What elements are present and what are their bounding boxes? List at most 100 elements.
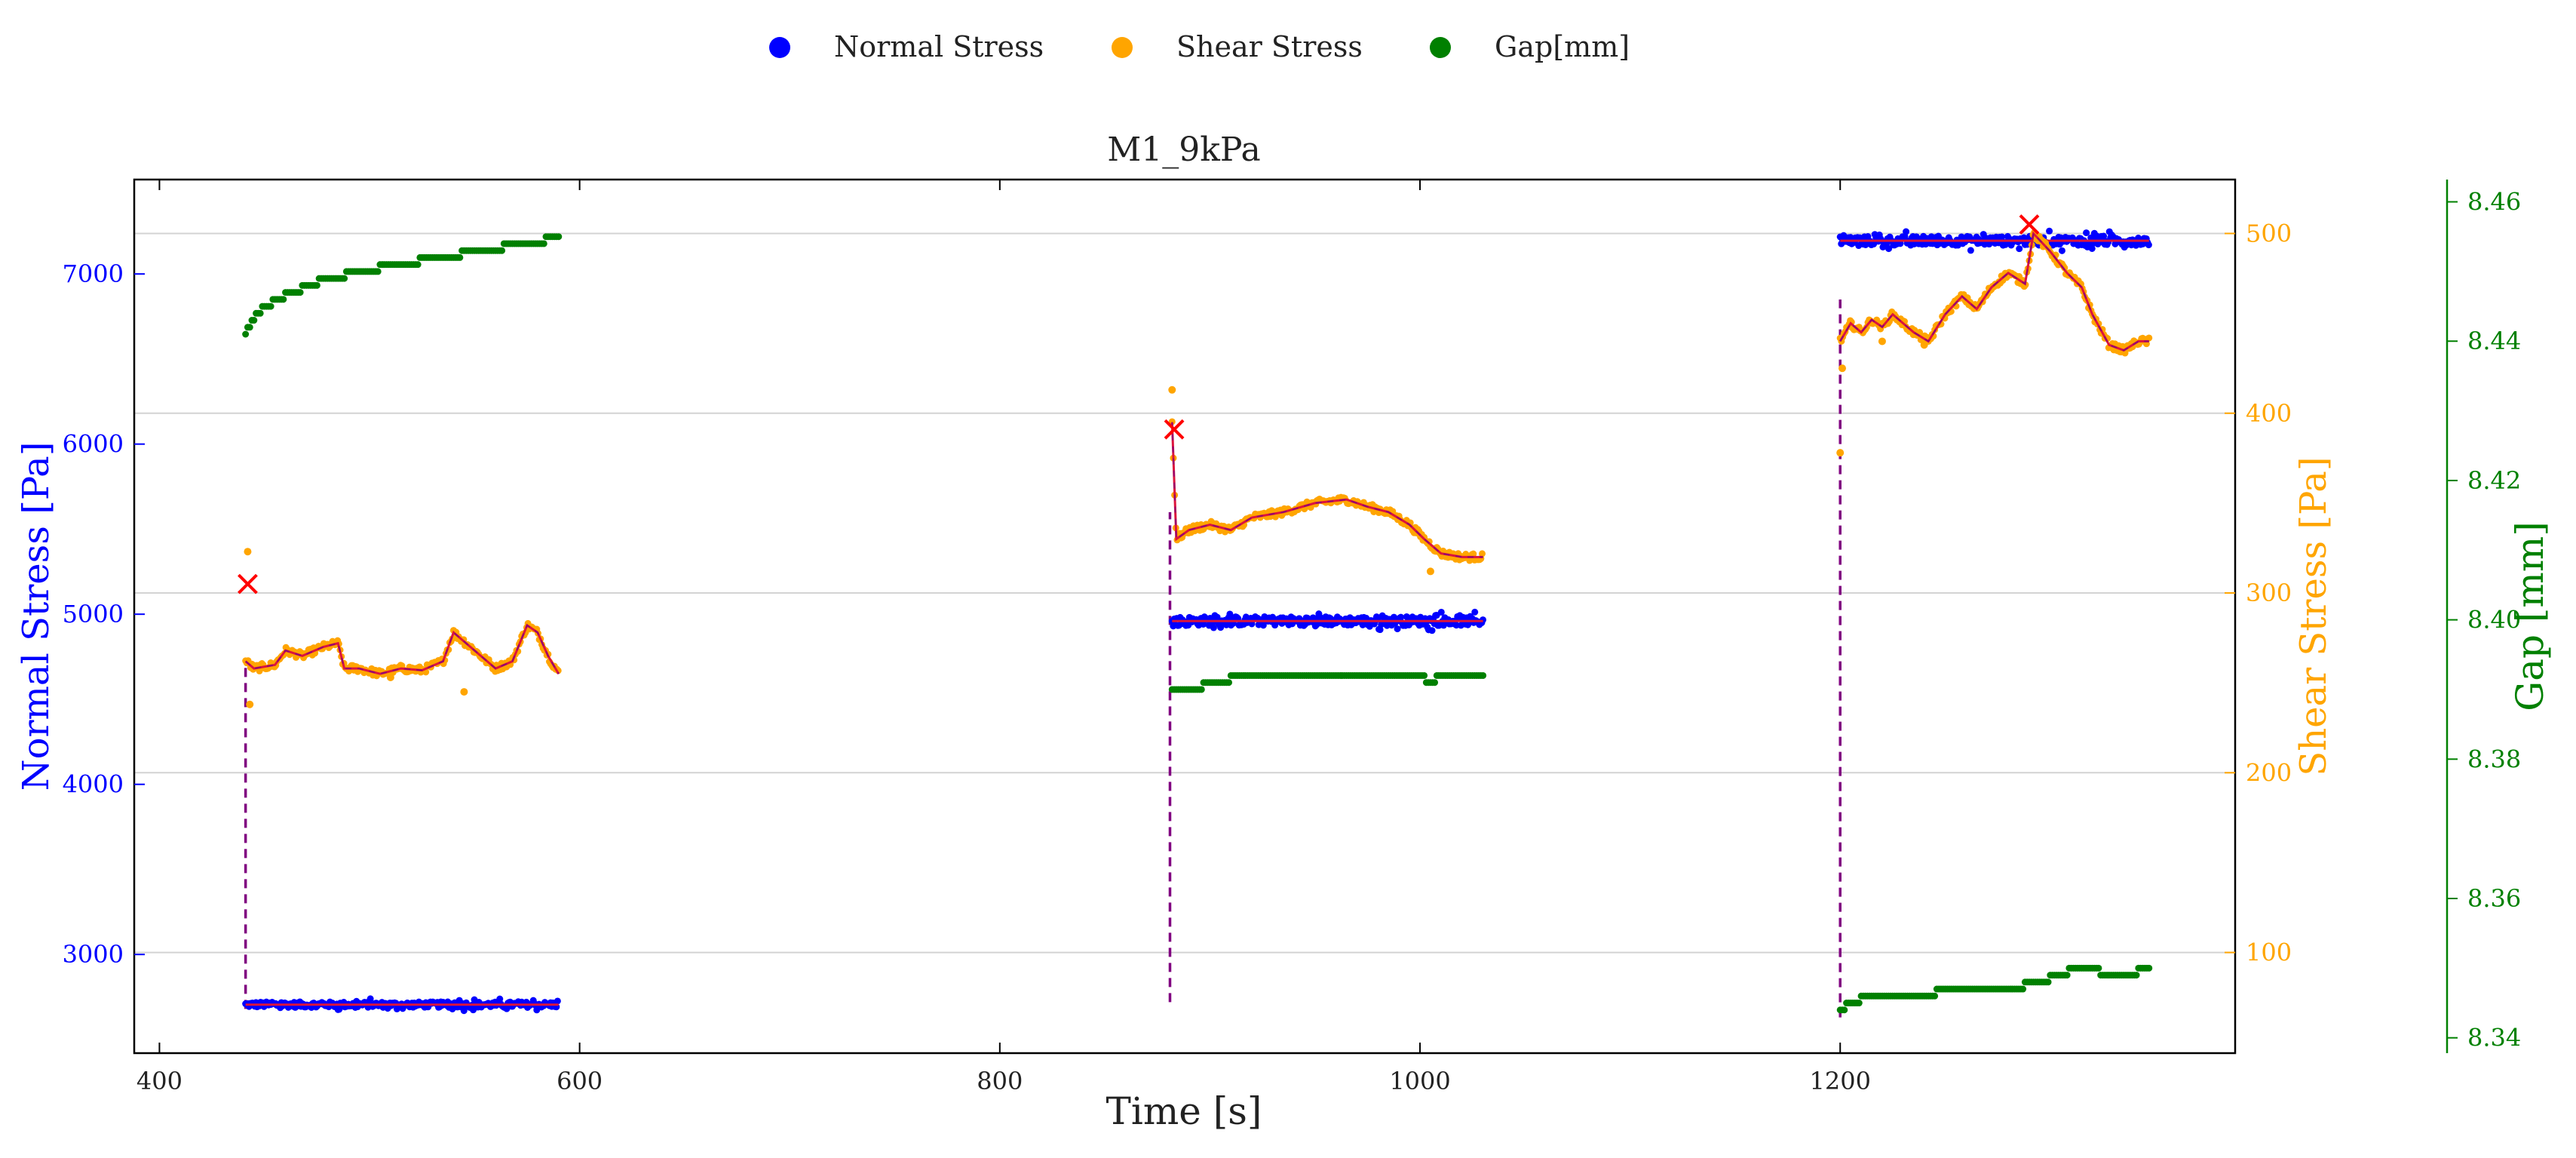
x-tick-label: 800 — [977, 1067, 1023, 1095]
legend-label-shear-stress: Shear Stress — [1176, 30, 1363, 63]
gap-point — [313, 281, 320, 289]
gap-point — [414, 261, 422, 269]
shear-stress-outlier — [1426, 567, 1434, 576]
gap-point — [1841, 1006, 1848, 1014]
gap-point — [256, 309, 264, 317]
normal-stress-point — [496, 995, 504, 1003]
normal-stress-point — [366, 995, 374, 1003]
gap-point — [2019, 985, 2027, 993]
y2-tick-label: 500 — [2246, 219, 2292, 247]
gap-tick-label: 8.36 — [2467, 884, 2521, 913]
y-tick-label: 7000 — [63, 260, 124, 288]
gap-point — [456, 253, 464, 261]
gap-point — [1431, 679, 1439, 687]
series-layer — [238, 214, 2153, 1018]
gap-point — [250, 317, 258, 324]
normal-stress-point — [1210, 624, 1217, 631]
gap-point — [242, 330, 250, 338]
gap-point — [1198, 686, 1205, 693]
shear-stress-outlier — [460, 688, 468, 696]
plot-frame — [133, 178, 2237, 1055]
y-axis-label-shear-stress: Shear Stress [Pa] — [2292, 456, 2335, 776]
segment — [1164, 385, 1487, 1003]
x-tick-label: 400 — [136, 1067, 182, 1095]
y-axis-label-normal-stress: Normal Stress [Pa] — [15, 442, 57, 791]
shear-stress-point — [1470, 550, 1477, 557]
gap-tick-label: 8.46 — [2467, 188, 2521, 217]
chart-title: M1_9kPa — [1107, 131, 1261, 169]
normal-stress-point — [1226, 610, 1234, 618]
gap-tick-label: 8.40 — [2467, 606, 2521, 634]
shear-stress-outlier — [1836, 449, 1845, 457]
gap-point — [555, 233, 563, 241]
x-axis: 400 600 800 1000 1200 — [136, 180, 1871, 1095]
normal-stress-point — [1394, 625, 1401, 633]
gap-point — [1225, 679, 1233, 687]
x-axis-label: Time [s] — [1106, 1089, 1262, 1133]
y-axis-normal-stress: 3000 4000 5000 6000 7000 — [63, 260, 145, 969]
shear-stress-outlier — [1838, 364, 1847, 373]
gap-point — [280, 296, 287, 303]
grid — [134, 232, 2235, 954]
gap-point — [2145, 964, 2153, 972]
y-axis-gap: 8.34 8.36 8.38 8.40 8.42 8.44 8.46 — [2446, 180, 2521, 1053]
normal-stress-point — [1437, 608, 1445, 616]
shear-stress-point — [256, 667, 263, 674]
legend-label-normal-stress: Normal Stress — [834, 30, 1044, 63]
normal-stress-point — [1998, 233, 2006, 241]
legend-label-gap: Gap[mm] — [1495, 30, 1630, 63]
gap-tick-label: 8.42 — [2467, 466, 2521, 495]
gap-point — [540, 240, 547, 247]
gap-point — [1480, 671, 1487, 679]
gap-point — [341, 275, 348, 282]
gap-point — [1931, 992, 1939, 1000]
normal-stress-point — [1903, 228, 1910, 235]
x-tick-label: 600 — [557, 1067, 603, 1095]
shear-stress-fit-line — [1838, 231, 2149, 352]
segment — [1836, 214, 2153, 1018]
normal-stress-point — [1248, 620, 1256, 628]
shear-stress-trend-line — [1171, 422, 1483, 558]
normal-stress-point — [1376, 626, 1384, 634]
segment — [238, 233, 563, 1015]
gap-point — [2063, 972, 2071, 979]
shear-stress-point — [1478, 550, 1486, 557]
gap-point — [246, 324, 253, 331]
y2-tick-label: 200 — [2246, 758, 2292, 787]
shear-stress-point — [1168, 418, 1176, 425]
y-axis-label-gap: Gap [mm] — [2508, 521, 2552, 711]
peak-marker — [238, 573, 258, 594]
shear-stress-point — [2145, 334, 2153, 342]
y-axis-shear-stress: 100 200 300 400 500 — [2225, 219, 2292, 967]
normal-stress-point — [1967, 247, 1974, 254]
normal-stress-point — [1885, 245, 1893, 253]
gap-point — [498, 247, 506, 254]
normal-stress-point — [1259, 622, 1267, 629]
legend: Normal Stress Shear Stress Gap[mm] — [769, 30, 1630, 63]
gap-point — [2095, 964, 2102, 972]
shear-stress-outlier — [1920, 341, 1928, 349]
gap-point — [1421, 671, 1428, 679]
shear-stress-outlier — [386, 674, 394, 682]
normal-stress-point — [2145, 241, 2152, 249]
normal-stress-point — [1213, 613, 1221, 621]
legend-marker-normal-stress — [769, 37, 790, 58]
normal-stress-point — [2058, 247, 2065, 254]
x-tick-label: 1000 — [1389, 1067, 1450, 1095]
normal-stress-point — [2016, 245, 2023, 253]
y2-tick-label: 300 — [2246, 579, 2292, 607]
normal-stress-point — [2088, 244, 2096, 252]
legend-marker-gap — [1430, 37, 1451, 58]
gap-tick-label: 8.38 — [2467, 745, 2521, 773]
normal-stress-point — [1397, 613, 1405, 621]
peak-marker — [2019, 214, 2040, 235]
gap-point — [267, 303, 274, 310]
normal-stress-point — [554, 997, 561, 1005]
normal-stress-point — [1428, 627, 1436, 634]
shear-stress-outlier — [1878, 337, 1886, 346]
legend-marker-shear-stress — [1112, 37, 1133, 58]
y-tick-label: 5000 — [63, 600, 124, 628]
normal-stress-point — [1479, 616, 1486, 624]
